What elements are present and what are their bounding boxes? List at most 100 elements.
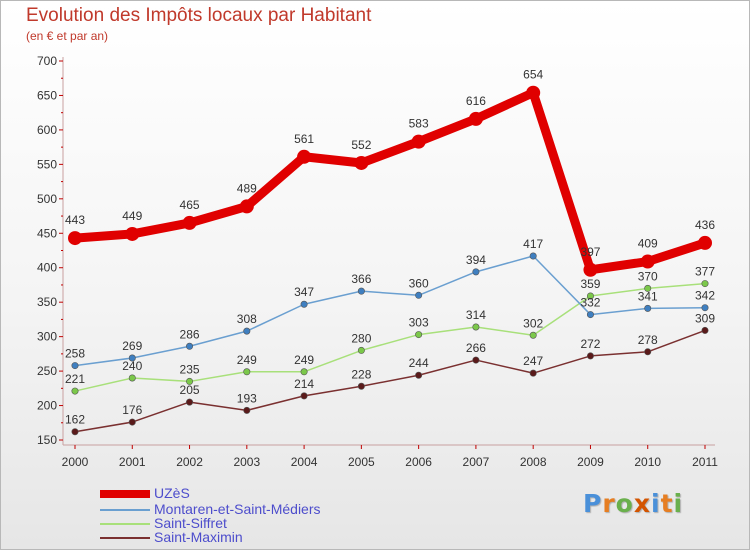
data-point-0-3	[239, 199, 254, 214]
legend-item-saint-maximin: Saint-Maximin	[100, 529, 420, 546]
data-label-2-4: 249	[294, 353, 314, 367]
data-point-3-6	[415, 371, 423, 379]
data-point-2-4	[300, 368, 308, 376]
data-point-0-9	[583, 262, 598, 277]
data-label-1-1: 269	[122, 339, 142, 353]
data-point-3-1	[128, 418, 136, 426]
data-point-1-2	[186, 342, 194, 350]
legend-item-uzes: UZèS	[100, 485, 420, 502]
y-tick-label: 550	[37, 157, 57, 171]
data-point-2-7	[472, 323, 480, 331]
x-tick-label: 2004	[291, 455, 318, 469]
data-label-2-0: 221	[65, 372, 85, 386]
data-label-1-11: 342	[695, 289, 715, 303]
data-point-3-11	[701, 326, 709, 334]
data-point-0-2	[182, 215, 197, 230]
data-point-1-8	[529, 252, 537, 260]
series-line-0	[70, 88, 710, 275]
data-point-0-5	[354, 155, 369, 170]
legend-label-saint-maximin: Saint-Maximin	[154, 529, 243, 545]
data-point-1-5	[357, 287, 365, 295]
y-tick-label: 400	[37, 261, 57, 275]
data-point-0-0	[68, 231, 82, 246]
data-point-0-11	[698, 235, 712, 250]
data-label-0-4: 561	[294, 132, 314, 146]
data-point-1-1	[128, 354, 136, 362]
data-label-1-0: 258	[65, 347, 85, 361]
data-label-0-10: 409	[638, 237, 658, 251]
y-tick-label: 250	[37, 364, 57, 378]
data-label-0-3: 489	[237, 181, 257, 195]
data-point-0-7	[468, 111, 483, 126]
legend-label-montaren: Montaren-et-Saint-Médiers	[154, 501, 321, 517]
data-point-2-1	[128, 374, 136, 382]
data-point-0-4	[297, 149, 312, 164]
y-tick-label: 150	[37, 433, 57, 447]
x-tick-label: 2006	[405, 455, 432, 469]
data-label-3-3: 193	[237, 391, 257, 405]
data-point-3-8	[529, 369, 537, 377]
legend-swatch-saint-siffret	[100, 523, 150, 525]
y-tick-label: 200	[37, 399, 57, 413]
data-label-1-3: 308	[237, 312, 257, 326]
data-label-2-3: 249	[237, 353, 257, 367]
data-label-1-4: 347	[294, 285, 314, 299]
series-line-2	[74, 282, 706, 392]
chart-subtitle: (en € et par an)	[26, 29, 109, 43]
data-point-3-4	[300, 392, 308, 400]
data-label-1-10: 341	[638, 289, 658, 303]
data-point-2-10	[644, 284, 652, 292]
data-point-2-9	[586, 292, 594, 300]
x-tick-label: 2005	[348, 455, 375, 469]
data-label-3-2: 205	[180, 383, 200, 397]
data-point-1-9	[586, 311, 594, 319]
data-label-2-10: 370	[638, 269, 658, 283]
x-tick-label: 2000	[62, 455, 89, 469]
data-point-1-4	[300, 300, 308, 308]
y-tick-label: 700	[37, 54, 57, 68]
data-label-3-11: 309	[695, 311, 715, 325]
y-tick-label: 500	[37, 192, 57, 206]
series-line-1	[74, 255, 706, 367]
data-label-1-5: 366	[351, 272, 371, 286]
data-label-2-9: 359	[580, 277, 600, 291]
y-tick-label: 450	[37, 226, 57, 240]
data-label-3-8: 247	[523, 354, 543, 368]
legend-swatch-montaren	[100, 509, 150, 511]
data-label-3-10: 278	[638, 333, 658, 347]
data-label-0-5: 552	[351, 138, 371, 152]
data-point-2-6	[415, 331, 423, 339]
data-label-3-0: 162	[65, 413, 85, 427]
x-tick-label: 2011	[692, 455, 718, 469]
data-label-2-6: 303	[409, 316, 429, 330]
data-point-1-7	[472, 268, 480, 276]
x-tick-label: 2003	[233, 455, 260, 469]
data-label-1-8: 417	[523, 237, 543, 251]
legend-label-uzes: UZèS	[154, 485, 190, 501]
x-tick-label: 2007	[463, 455, 490, 469]
data-point-0-10	[640, 254, 655, 269]
data-point-3-3	[243, 406, 251, 414]
data-label-2-8: 302	[523, 316, 543, 330]
data-label-0-9: 397	[580, 245, 600, 259]
data-label-0-1: 449	[122, 209, 142, 223]
data-point-1-10	[644, 304, 652, 312]
x-tick-label: 2001	[119, 455, 146, 469]
data-point-1-11	[701, 304, 709, 312]
legend-item-montaren: Montaren-et-Saint-Médiers	[100, 501, 420, 518]
data-point-1-6	[415, 291, 423, 299]
data-label-1-6: 360	[409, 276, 429, 290]
y-tick-label: 600	[37, 123, 57, 137]
data-label-0-2: 465	[180, 198, 200, 212]
chart-title: Evolution des Impôts locaux par Habitant	[26, 5, 372, 26]
data-point-0-8	[526, 85, 541, 100]
x-tick-label: 2009	[577, 455, 604, 469]
data-label-2-1: 240	[122, 359, 142, 373]
data-label-0-7: 616	[466, 94, 486, 108]
y-tick-label: 300	[37, 330, 57, 344]
data-point-3-9	[586, 352, 594, 360]
data-label-1-2: 286	[180, 327, 200, 341]
data-label-0-11: 436	[695, 218, 715, 232]
data-label-3-9: 272	[580, 337, 600, 351]
data-point-3-5	[357, 382, 365, 390]
